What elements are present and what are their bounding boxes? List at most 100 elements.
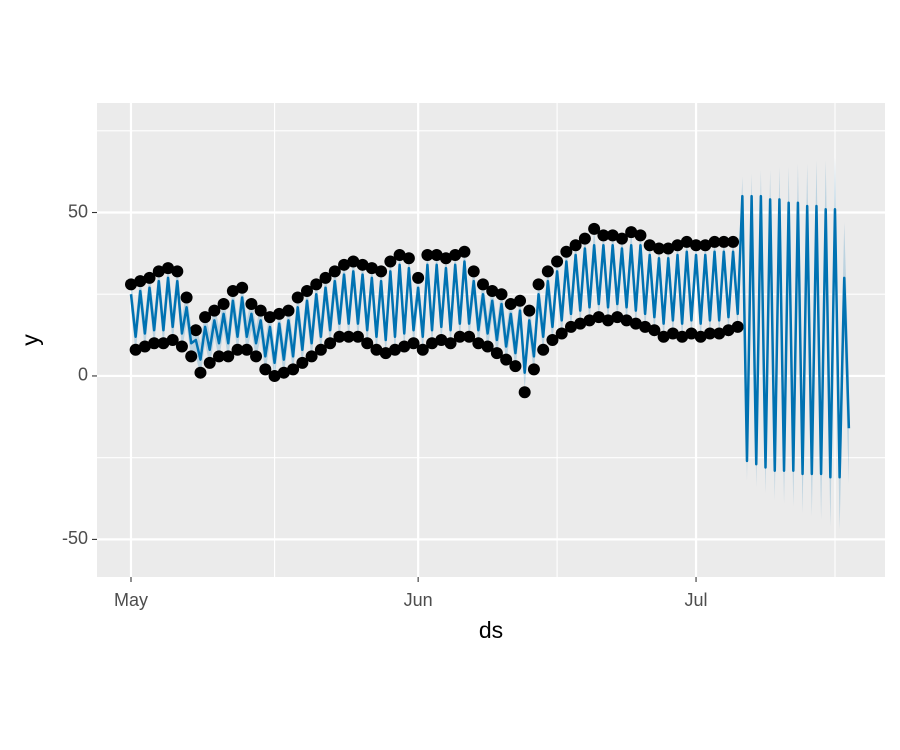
observed-point — [657, 330, 670, 343]
observed-point — [629, 317, 642, 330]
observed-point — [699, 239, 712, 252]
observed-point — [486, 284, 499, 297]
observed-point — [463, 330, 476, 343]
observed-point — [310, 278, 323, 291]
observed-point — [212, 350, 225, 363]
observed-point — [602, 314, 615, 327]
observed-point — [393, 249, 406, 262]
observed-point — [606, 229, 619, 242]
observed-point — [370, 343, 383, 356]
observed-point — [564, 320, 577, 333]
observed-point — [152, 265, 165, 278]
observed-point — [453, 330, 466, 343]
observed-point — [282, 304, 295, 317]
observed-point — [560, 245, 573, 258]
observed-point — [333, 330, 346, 343]
observed-point — [138, 340, 151, 353]
observed-point — [727, 235, 740, 248]
observed-point — [361, 337, 374, 350]
observed-point — [611, 311, 624, 324]
observed-point — [426, 337, 439, 350]
y-axis-title: y — [17, 334, 43, 346]
observed-point — [263, 311, 276, 324]
observed-point — [287, 363, 300, 376]
observed-point — [250, 350, 263, 363]
observed-point — [717, 235, 730, 248]
observed-point — [620, 314, 633, 327]
observed-point — [277, 366, 290, 379]
observed-point — [412, 271, 425, 284]
y-tick-label: 0 — [78, 365, 88, 385]
observed-point — [583, 314, 596, 327]
observed-point — [527, 363, 540, 376]
observed-point — [157, 337, 170, 350]
observed-point — [676, 330, 689, 343]
observed-point — [180, 291, 193, 304]
observed-point — [236, 281, 249, 294]
observed-point — [324, 337, 337, 350]
marks — [124, 156, 851, 530]
observed-point — [439, 252, 452, 265]
observed-point — [481, 340, 494, 353]
observed-point — [124, 278, 137, 291]
observed-point — [467, 265, 480, 278]
observed-point — [472, 337, 485, 350]
observed-point — [148, 337, 161, 350]
observed-point — [430, 249, 443, 262]
forecast-line — [129, 194, 851, 479]
observed-point — [305, 350, 318, 363]
observed-point — [490, 347, 503, 360]
observed-point — [509, 360, 522, 373]
observed-point — [342, 330, 355, 343]
observed-point — [189, 324, 202, 337]
observed-point — [615, 232, 628, 245]
observed-point — [652, 242, 665, 255]
observed-point — [171, 265, 184, 278]
observed-point — [143, 271, 156, 284]
observed-point — [680, 235, 693, 248]
observed-point — [226, 284, 239, 297]
observed-point — [162, 262, 175, 275]
observed-point — [421, 249, 434, 262]
x-tick-label: May — [114, 590, 148, 610]
observed-point — [291, 291, 304, 304]
observed-point — [231, 343, 244, 356]
observed-point — [722, 324, 735, 337]
observed-point — [398, 340, 411, 353]
observed-point — [578, 232, 591, 245]
observed-point — [690, 239, 703, 252]
observed-point — [314, 343, 327, 356]
observed-point — [666, 327, 679, 340]
observed-point — [435, 334, 448, 346]
observed-point — [662, 242, 675, 255]
y-tick-label: -50 — [62, 528, 88, 548]
observed-point — [199, 311, 212, 324]
observed-point — [384, 255, 397, 268]
observed-point — [514, 294, 527, 307]
x-axis-title: ds — [479, 617, 503, 643]
observed-point — [351, 330, 364, 343]
observed-point — [254, 304, 267, 317]
observed-point — [203, 356, 216, 369]
observed-point — [356, 258, 369, 271]
observed-point — [643, 239, 656, 252]
observed-point — [500, 353, 513, 366]
observed-point — [523, 304, 536, 317]
observed-point — [731, 320, 744, 333]
observed-point — [625, 226, 638, 239]
observed-point — [574, 317, 587, 330]
observed-point — [518, 386, 531, 399]
observed-point — [588, 222, 601, 235]
observed-point — [407, 337, 420, 350]
observed-point — [208, 304, 221, 317]
observed-point — [328, 265, 341, 278]
observed-point — [671, 239, 684, 252]
observed-point — [639, 320, 652, 333]
observed-point — [245, 298, 258, 311]
observed-point — [217, 298, 230, 311]
observed-point — [476, 278, 489, 291]
observed-point — [592, 311, 605, 324]
observed-point — [402, 252, 415, 265]
observed-point — [504, 298, 517, 311]
observed-point — [259, 363, 272, 376]
